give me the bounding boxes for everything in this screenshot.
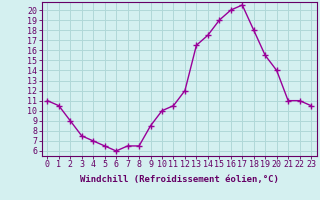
X-axis label: Windchill (Refroidissement éolien,°C): Windchill (Refroidissement éolien,°C) xyxy=(80,175,279,184)
